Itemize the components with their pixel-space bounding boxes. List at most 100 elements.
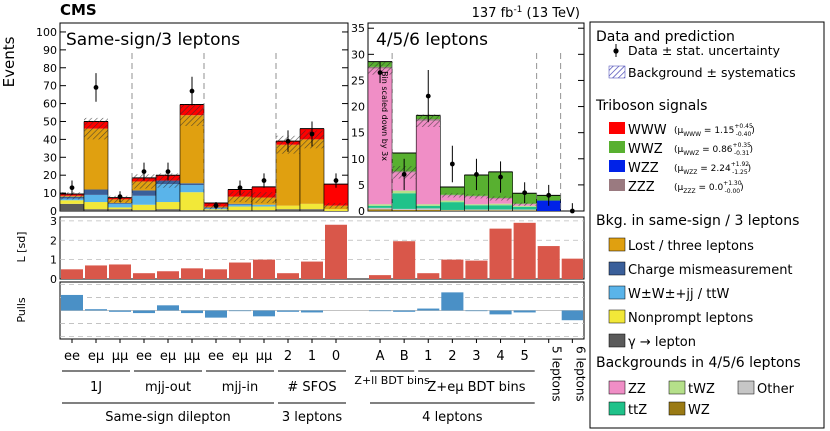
bkg-syst-band [440,193,465,198]
legend-swatch-gamma [608,333,626,348]
bar-wwjj [156,184,180,203]
bar-gamma [276,209,300,211]
bar-gamma [132,210,156,211]
data-point [261,178,267,183]
legend-box: Data and prediction Data ± stat. uncerta… [589,21,825,429]
data-point [449,161,455,167]
bar-wwjj [228,204,252,207]
bar-wwjj [132,195,156,205]
y-tick-label: 0 [358,205,365,218]
legend-signal-name: WWW [628,123,667,138]
data-point [474,172,479,177]
l-bar [561,258,583,279]
data-point [285,138,291,144]
pull-bar [417,308,440,311]
l-bar [537,246,560,279]
bar-gamma [180,210,204,211]
pull-bar [85,309,107,311]
y-tick-label: 90 [43,44,57,57]
data-point [377,70,383,76]
y-tick-label: 35 [351,22,365,35]
bar-chargemis [180,183,204,186]
data-point [237,185,243,191]
bar-ttz [512,206,537,210]
x-tick-label: eμ [88,349,104,364]
pull-bar [109,310,131,312]
bar-wwjj [108,203,132,208]
legend-data-marker [613,44,619,57]
bar-gamma [252,210,276,211]
legend-swatch-zz [608,380,626,395]
bar-chargemis [84,189,108,195]
legend-4l-name: ZZ [628,382,646,397]
y-tick-label: 30 [43,151,57,164]
l-bar [181,268,203,279]
pulls-axis-label: Pulls [15,297,28,323]
legend-4l-name: ttZ [628,403,647,418]
bar-other [416,208,441,210]
bar-wz [392,209,417,211]
bkg-syst-band [324,202,348,209]
legend-swatch-wwjj [608,285,626,300]
bar-nonprompt [108,207,132,210]
pull-bar [181,310,203,314]
bar-nonprompt [60,200,84,204]
pull-bar [133,310,155,314]
bar-wz [488,210,513,211]
l-bar [205,269,227,279]
data-point [546,192,552,198]
y-tick-label: 25 [351,74,365,87]
legend-signal-name: WWZ [628,142,663,157]
pull-bar [561,310,583,321]
pull-bar [393,310,416,312]
data-point [165,169,171,175]
x-tick-label: 2 [284,349,292,364]
bar-twz [488,203,513,206]
x-tick-label: ee [208,349,224,364]
data-point [522,190,528,196]
data-point [309,131,315,137]
bar-wz [464,210,489,211]
data-point [141,169,147,175]
bar-wz [512,210,537,211]
bar-wz [368,209,393,211]
l-bar [489,228,512,279]
x-tick-label: μμ [256,349,273,364]
bar-twz [464,204,489,206]
l-bar [61,269,83,279]
pull-bar [301,310,323,313]
right-panel-title: 4/5/6 leptons [376,30,488,50]
group-label: 4 leptons [422,410,483,425]
pull-bar [253,310,275,317]
bar-other [368,207,393,210]
legend-section-signals: Triboson signals [595,98,707,114]
x-tick-label: μμ [112,349,129,364]
legend-swatch-wzz [609,160,625,172]
bkg-syst-band [228,191,252,203]
legend-signal-mu: (μZZZ = 0.0+1.30 -0.00) [674,180,744,195]
data-point [189,88,195,94]
x-tick-label: 1 [424,349,432,364]
group-label: mjj-in [222,380,258,395]
bkg-syst-band [512,202,537,206]
data-point [498,174,503,180]
bar-ttz [392,193,417,209]
x-tick-label: B [400,349,409,364]
x-tick-label: 4 [496,349,504,364]
bkg-syst-band [132,174,156,189]
bar-nonprompt [132,204,156,211]
y-tick-label: 100 [36,26,57,39]
l-bar [417,273,440,279]
legend-4l-backgrounds: ZZ tWZ Other ttZ WZ [608,380,795,418]
group-label: Same-sign dilepton [105,410,231,425]
data-point [69,185,75,191]
y-tick-label: 30 [351,48,365,61]
y-tick-label: 70 [43,80,57,93]
pulls-panel [59,281,585,340]
l-bar [85,265,107,279]
bar-gamma [60,203,84,211]
l-bar [393,241,416,279]
bar-chargemis [228,203,252,205]
l-bar [253,259,275,279]
